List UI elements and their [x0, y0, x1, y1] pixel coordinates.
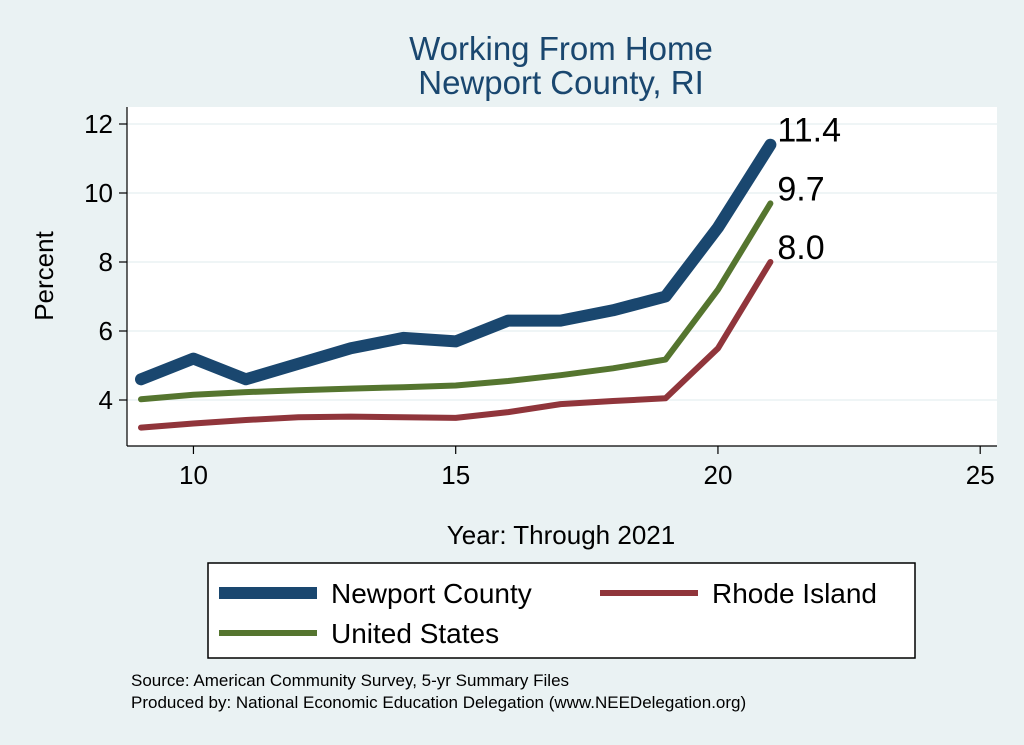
y-tick-label: 10 [84, 178, 113, 208]
legend-label-united-states: United States [331, 618, 499, 649]
y-tick-label: 6 [99, 316, 113, 346]
end-label-newport-county: 11.4 [777, 112, 841, 150]
legend-label-newport: Newport County [331, 578, 532, 609]
y-tick-label: 12 [84, 109, 113, 139]
axes: 4 6 8 10 12 10 15 20 25 [84, 107, 997, 490]
series-line-united-states [138, 200, 774, 403]
chart-title-line2: Newport County, RI [418, 64, 704, 101]
legend-box [207, 562, 916, 659]
end-labels: 11.4 8.0 9.7 [777, 112, 841, 267]
x-tick-label: 10 [179, 460, 208, 490]
y-axis-label: Percent [29, 230, 59, 320]
x-tick-label: 20 [703, 460, 732, 490]
produced-by-note: Produced by: National Economic Education… [131, 693, 746, 712]
chart-title-line1: Working From Home [409, 30, 713, 67]
source-note: Source: American Community Survey, 5-yr … [131, 671, 569, 690]
legend-label-rhode-island: Rhode Island [712, 578, 877, 609]
series-line-rhode-island [138, 259, 774, 431]
plot-area [127, 107, 997, 446]
end-label-rhode-island: 8.0 [777, 229, 824, 267]
y-tick-label: 4 [99, 385, 113, 415]
x-tick-label: 25 [966, 460, 995, 490]
y-tick-label: 8 [99, 247, 113, 277]
series-line-newport-county [135, 138, 777, 386]
x-axis-label: Year: Through 2021 [447, 520, 675, 550]
grid-lines [127, 123, 997, 401]
end-label-united-states: 9.7 [777, 170, 824, 208]
series-lines [135, 138, 777, 431]
x-tick-label: 15 [441, 460, 470, 490]
